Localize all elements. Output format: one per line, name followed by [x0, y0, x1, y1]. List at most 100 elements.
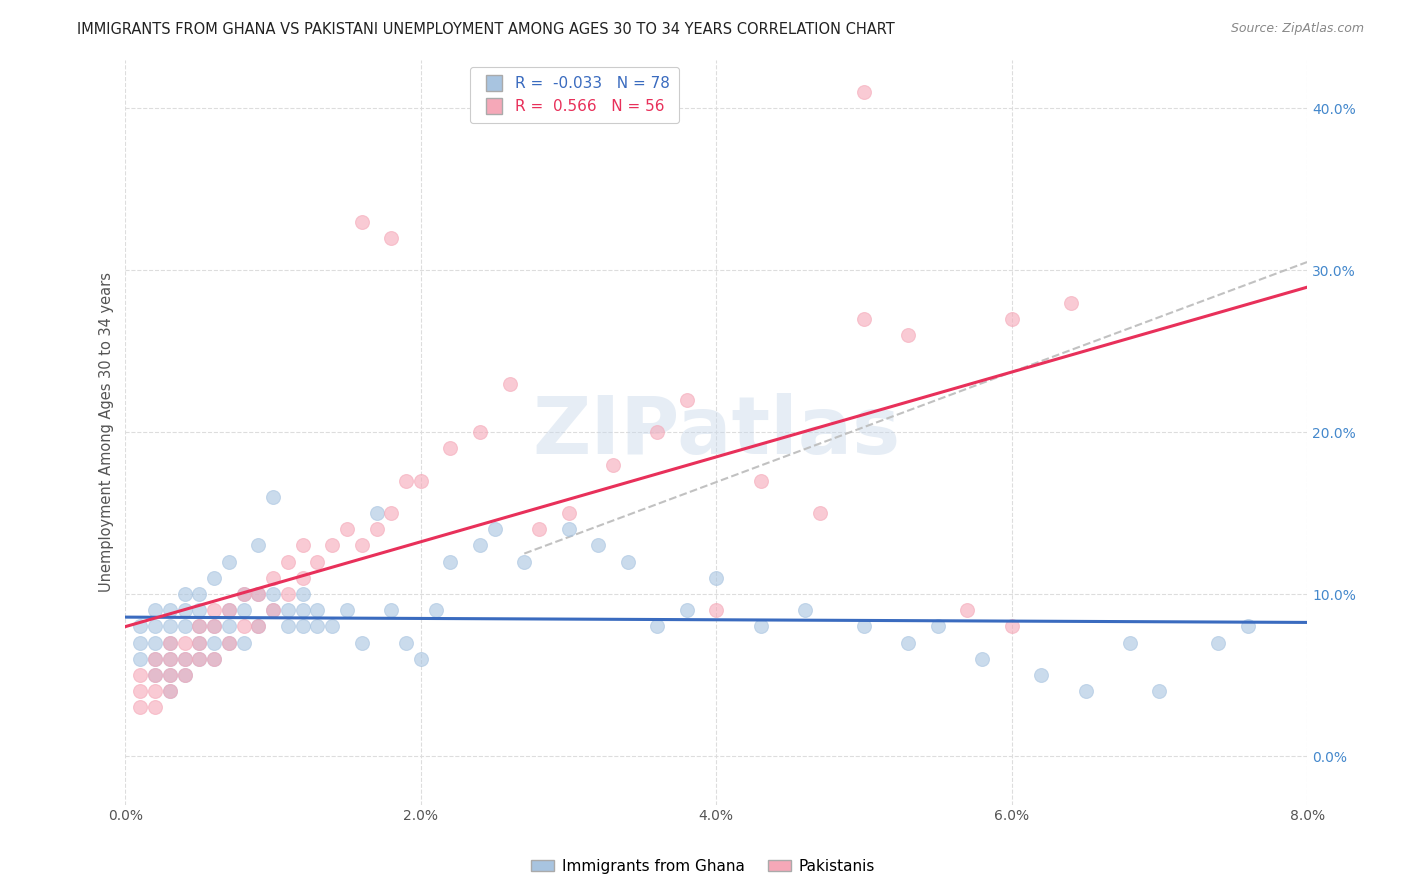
Point [143, 668, 166, 682]
Point [749, 474, 772, 488]
Point [143, 668, 166, 682]
Point [173, 587, 195, 601]
Point [218, 603, 240, 617]
Point [380, 506, 402, 520]
Point [232, 587, 254, 601]
Point [586, 539, 609, 553]
Point [1149, 684, 1171, 698]
Point [468, 539, 491, 553]
Point [557, 506, 579, 520]
Point [247, 619, 270, 633]
Point [218, 635, 240, 649]
Point [262, 603, 284, 617]
Point [321, 539, 343, 553]
Text: IMMIGRANTS FROM GHANA VS PAKISTANI UNEMPLOYMENT AMONG AGES 30 TO 34 YEARS CORREL: IMMIGRANTS FROM GHANA VS PAKISTANI UNEMP… [77, 22, 896, 37]
Point [277, 555, 299, 569]
Text: Source: ZipAtlas.com: Source: ZipAtlas.com [1230, 22, 1364, 36]
Point [173, 652, 195, 666]
Y-axis label: Unemployment Among Ages 30 to 34 years: Unemployment Among Ages 30 to 34 years [100, 272, 114, 592]
Point [159, 603, 181, 617]
Point [291, 587, 314, 601]
Point [202, 619, 225, 633]
Point [307, 603, 329, 617]
Point [380, 231, 402, 245]
Point [188, 587, 211, 601]
Point [159, 652, 181, 666]
Point [808, 506, 831, 520]
Point [1060, 295, 1083, 310]
Point [1237, 619, 1260, 633]
Point [291, 571, 314, 585]
Point [129, 684, 152, 698]
Point [247, 587, 270, 601]
Point [247, 587, 270, 601]
Point [202, 635, 225, 649]
Point [188, 619, 211, 633]
Point [129, 652, 152, 666]
Point [395, 635, 418, 649]
Point [853, 85, 876, 99]
Point [232, 603, 254, 617]
Point [232, 587, 254, 601]
Point [616, 555, 638, 569]
Point [956, 603, 979, 617]
Point [173, 652, 195, 666]
Point [188, 635, 211, 649]
Point [129, 619, 152, 633]
Point [188, 603, 211, 617]
Point [307, 555, 329, 569]
Point [336, 603, 359, 617]
Point [350, 539, 373, 553]
Point [143, 635, 166, 649]
Point [439, 555, 461, 569]
Point [202, 571, 225, 585]
Point [159, 668, 181, 682]
Point [321, 619, 343, 633]
Point [218, 603, 240, 617]
Point [1001, 619, 1024, 633]
Point [336, 522, 359, 536]
Point [159, 635, 181, 649]
Text: ZIPatlas: ZIPatlas [531, 393, 900, 471]
Point [291, 539, 314, 553]
Point [173, 635, 195, 649]
Point [291, 603, 314, 617]
Point [202, 619, 225, 633]
Point [173, 619, 195, 633]
Point [704, 603, 727, 617]
Point [173, 603, 195, 617]
Point [484, 522, 506, 536]
Point [749, 619, 772, 633]
Point [277, 619, 299, 633]
Point [409, 474, 432, 488]
Point [1001, 311, 1024, 326]
Point [897, 327, 920, 342]
Point [409, 652, 432, 666]
Point [202, 652, 225, 666]
Point [1119, 635, 1142, 649]
Point [498, 376, 520, 391]
Point [143, 603, 166, 617]
Point [262, 587, 284, 601]
Point [202, 603, 225, 617]
Point [218, 619, 240, 633]
Point [188, 635, 211, 649]
Point [188, 619, 211, 633]
Point [262, 571, 284, 585]
Point [143, 619, 166, 633]
Point [307, 619, 329, 633]
Point [468, 425, 491, 439]
Point [527, 522, 550, 536]
Point [232, 619, 254, 633]
Point [173, 668, 195, 682]
Point [1031, 668, 1053, 682]
Point [350, 214, 373, 228]
Point [675, 392, 697, 407]
Point [262, 603, 284, 617]
Point [173, 668, 195, 682]
Point [439, 442, 461, 456]
Point [291, 619, 314, 633]
Point [277, 603, 299, 617]
Point [645, 425, 668, 439]
Point [247, 539, 270, 553]
